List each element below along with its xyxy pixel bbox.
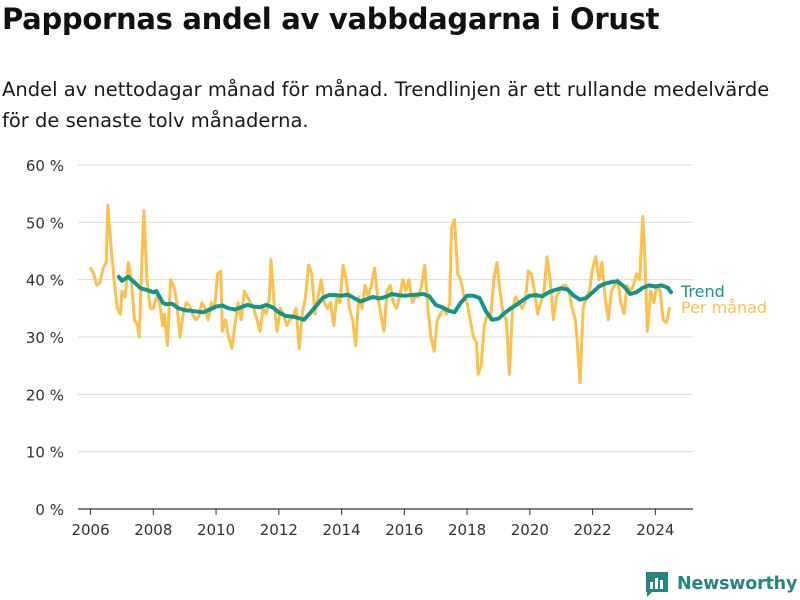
y-tick-label: 40 % bbox=[26, 272, 64, 290]
y-tick-label: 60 % bbox=[26, 157, 64, 175]
x-tick-label: 2006 bbox=[71, 521, 109, 539]
x-tick-label: 2018 bbox=[448, 521, 486, 539]
page-title: Pappornas andel av vabbdagarna i Orust bbox=[2, 2, 660, 36]
y-tick-label: 20 % bbox=[26, 386, 64, 404]
brand-name: Newsworthy bbox=[677, 574, 798, 594]
x-tick-label: 2020 bbox=[511, 521, 549, 539]
y-tick-label: 30 % bbox=[26, 329, 64, 347]
x-tick-label: 2012 bbox=[260, 521, 298, 539]
newsworthy-logo: Newsworthy bbox=[644, 570, 797, 598]
legend-label-0: Per månad bbox=[681, 298, 767, 317]
x-tick-label: 2016 bbox=[385, 521, 423, 539]
bar-chart-icon bbox=[646, 572, 668, 597]
y-tick-label: 50 % bbox=[26, 214, 64, 232]
y-tick-label: 10 % bbox=[26, 444, 64, 462]
chart-subtitle: Andel av nettodagar månad för månad. Tre… bbox=[2, 78, 770, 132]
y-tick-label: 0 % bbox=[35, 501, 64, 519]
x-tick-label: 2022 bbox=[573, 521, 611, 539]
x-tick-label: 2008 bbox=[134, 521, 172, 539]
x-tick-label: 2010 bbox=[197, 521, 235, 539]
x-tick-label: 2014 bbox=[322, 521, 360, 539]
series-line-0 bbox=[89, 203, 671, 385]
legend-label-1: Trend bbox=[680, 282, 725, 301]
x-tick-label: 2024 bbox=[636, 521, 674, 539]
series-line-1 bbox=[116, 274, 673, 322]
